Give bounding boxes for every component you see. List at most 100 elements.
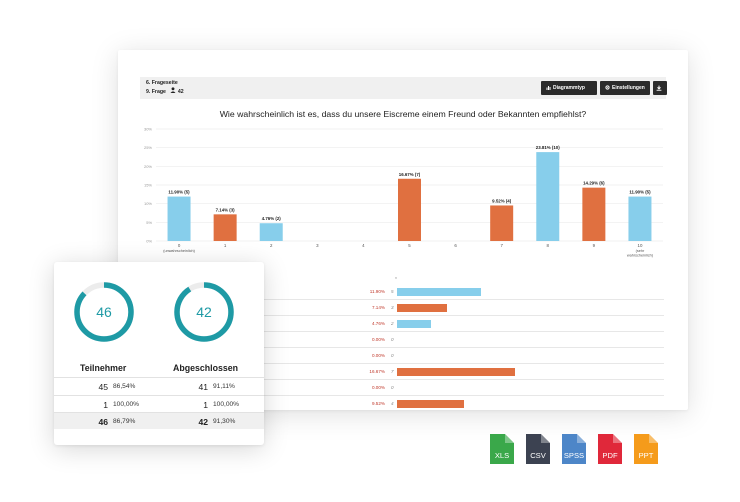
participants-count: 1 (103, 399, 108, 410)
table-row: 7.14% 3 (140, 300, 664, 316)
x-tick-label: 1 (224, 243, 227, 248)
csv-file-icon[interactable]: CSV (526, 434, 550, 464)
data-label: 7.14% (3) (216, 207, 236, 212)
data-label: 9.52% (4) (492, 198, 512, 203)
settings-button[interactable]: Einstellungen (600, 81, 650, 95)
row-bar (397, 304, 448, 312)
row-percent: 11.90% (369, 289, 385, 294)
xls-file-icon[interactable]: XLS (490, 434, 514, 464)
row-bar (397, 400, 465, 408)
bar[interactable] (213, 214, 237, 241)
completed-percent: 91,11% (213, 382, 235, 390)
question-info: 6. Frageseite 9. Frage 42 (146, 79, 184, 96)
completed-ring: 42 (172, 280, 236, 344)
data-label: 4.76% (2) (262, 216, 282, 221)
table-row: 16.67% 7 (140, 364, 664, 380)
completed-label: Abgeschlossen (173, 363, 239, 373)
participants-percent: 100,00% (113, 400, 140, 408)
download-icon (656, 85, 662, 91)
x-tick-label: 2 (270, 243, 273, 248)
table-row: 0.00% 0 (140, 380, 664, 396)
bar[interactable] (398, 178, 421, 241)
gear-icon (605, 85, 610, 90)
bar-chart-icon (546, 86, 551, 91)
ppt-file-icon[interactable]: PPT (634, 434, 658, 464)
y-tick-label: 15% (144, 183, 152, 188)
table-row: 9.52% 4 (140, 396, 664, 410)
download-button[interactable] (653, 81, 667, 95)
x-tick-label: 5 (408, 243, 411, 248)
ring-progress (174, 282, 234, 342)
participants-total-percent: 86,79% (113, 417, 136, 425)
x-tick-label: 9 (593, 243, 596, 248)
spss-file-icon[interactable]: SPSS (562, 434, 586, 464)
participants-total: 46 (98, 416, 108, 427)
completed-total-percent: 91,30% (213, 417, 236, 425)
pdf-file-icon[interactable]: PDF (598, 434, 622, 464)
table-row: 0.00% 0 (140, 332, 664, 348)
table-row: 0.00% 0 (140, 348, 664, 364)
bar[interactable] (259, 223, 283, 241)
ring-progress (74, 282, 134, 342)
data-label: 16.67% (7) (399, 172, 421, 177)
question-title: Wie wahrscheinlich ist es, dass du unser… (219, 109, 587, 119)
row-percent: 0.00% (371, 385, 385, 390)
participants-ring-value: 46 (96, 304, 112, 320)
row-count: 0 (391, 385, 394, 390)
row-percent: 0.00% (371, 337, 385, 342)
file-format-label: PPT (638, 451, 654, 460)
x-tick-sublabel: (sehr (636, 249, 645, 253)
bar[interactable] (167, 196, 191, 241)
data-label: 11.90% (5) (168, 190, 190, 195)
participants-ring: 46 (72, 280, 136, 344)
bar[interactable] (582, 187, 606, 241)
row-percent: 9.52% (371, 401, 385, 406)
respondent-count: 42 (177, 88, 184, 95)
x-tick-label: 4 (362, 243, 365, 248)
bar[interactable] (628, 196, 652, 241)
row-count: 2 (391, 321, 394, 326)
y-tick-label: 10% (144, 201, 152, 206)
data-label: 23.81% (10) (536, 145, 560, 150)
file-format-label: CSV (530, 451, 546, 460)
data-label: 14.29% (6) (583, 181, 605, 186)
row-percent: 16.67% (369, 369, 385, 374)
chart-type-button[interactable]: Diagrammtyp (541, 81, 597, 95)
y-tick-label: 25% (144, 145, 152, 150)
row-count: 4 (391, 401, 394, 406)
bar[interactable] (490, 205, 514, 241)
bar[interactable] (536, 152, 560, 241)
x-tick-label: 7 (500, 243, 503, 248)
x-tick-label: 10 (638, 243, 643, 248)
participants-count: 45 (98, 381, 108, 392)
stats-card: 46 42 Teilnehmer Abgeschlossen 45 86,54%… (54, 262, 264, 445)
row-percent: 7.14% (371, 305, 385, 310)
page-label: 6. Frageseite (146, 80, 178, 86)
file-format-label: PDF (602, 451, 618, 460)
row-count: 5 (391, 289, 394, 294)
table-row: 11.90% 5 (140, 284, 664, 300)
bar-chart: 0% 5% 10% 15% 20% 25% 30% 11.90% (5) 0(unwahrsch… (144, 127, 663, 258)
row-count: 0 (391, 353, 394, 358)
y-tick-label: 5% (146, 220, 152, 225)
data-label: 11.90% (5) (629, 190, 651, 195)
y-tick-label: 20% (144, 164, 152, 169)
settings-label: Einstellungen (612, 85, 645, 91)
row-count: 0 (391, 337, 394, 342)
completed-total: 42 (198, 416, 208, 427)
user-icon (170, 87, 176, 96)
x-tick-label: 3 (316, 243, 319, 248)
x-tick-sublabel: (unwahrscheinlich) (163, 249, 195, 253)
file-format-label: SPSS (563, 451, 585, 460)
participants-label: Teilnehmer (80, 363, 127, 373)
row-bar (397, 368, 515, 376)
row-bar (397, 320, 431, 328)
x-tick-label: 8 (547, 243, 550, 248)
stats-row: 1 100,00% 1 100,00% (54, 395, 264, 412)
table-header: n (395, 276, 397, 280)
row-percent: 0.00% (371, 353, 385, 358)
row-count: 3 (391, 305, 394, 310)
stats-total-row: 46 86,79% 42 91,30% (54, 412, 264, 429)
completed-percent: 100,00% (213, 400, 240, 408)
x-tick-label: 0 (178, 243, 181, 248)
